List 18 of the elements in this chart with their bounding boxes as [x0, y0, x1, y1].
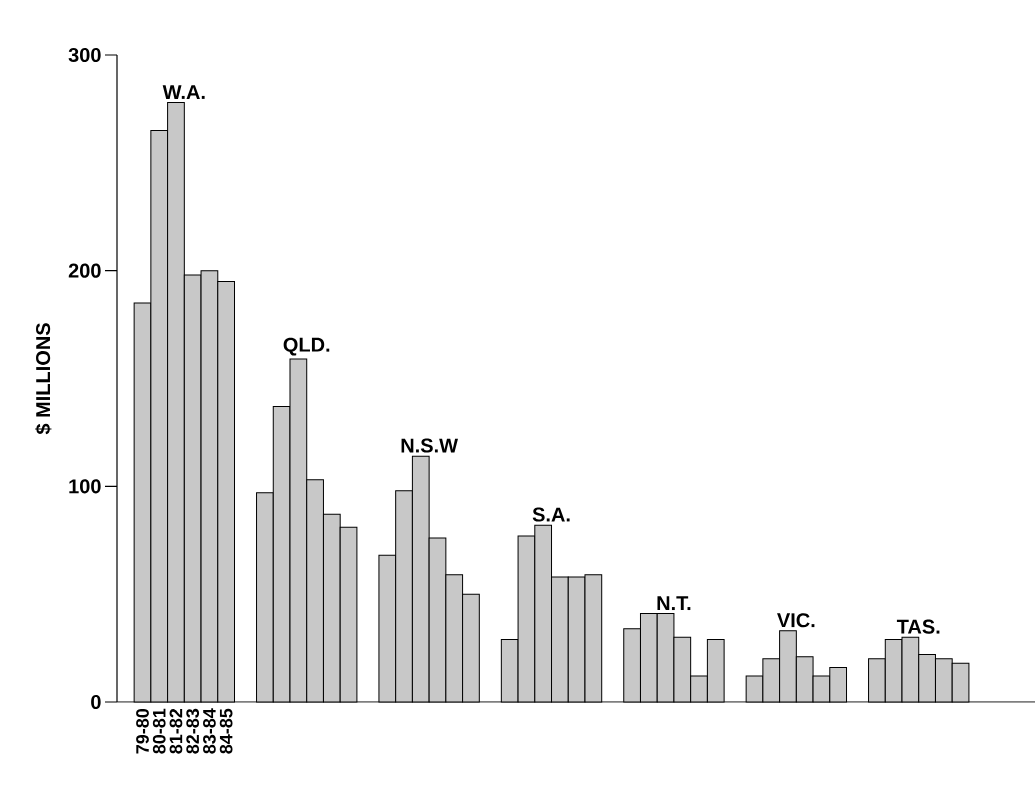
text: 81-82: [169, 708, 183, 754]
y-tick-label: 200: [68, 263, 101, 278]
x-tick-label: S.A.: [532, 507, 570, 522]
x-tick-label: N.S.W: [401, 438, 458, 453]
y-tick-label: 300: [68, 47, 101, 63]
x-tick-label: QLD.: [283, 337, 330, 356]
text: 79-80: [136, 708, 149, 754]
text: 80-81: [152, 708, 166, 754]
y-tick-label: 100: [69, 479, 101, 494]
x-tick-label: N.T.: [657, 596, 691, 611]
x-tick-label: VIC.: [777, 613, 815, 628]
y-tick-label: 0: [91, 694, 101, 710]
text: 82-83: [186, 708, 200, 754]
text: 83-84: [203, 708, 216, 754]
y-axis-title: $ MILLIONS: [35, 323, 52, 435]
x-tick-label: TAS.: [896, 619, 940, 634]
x-tick-label: W.A.: [162, 85, 205, 99]
text: 84-85: [219, 708, 233, 754]
